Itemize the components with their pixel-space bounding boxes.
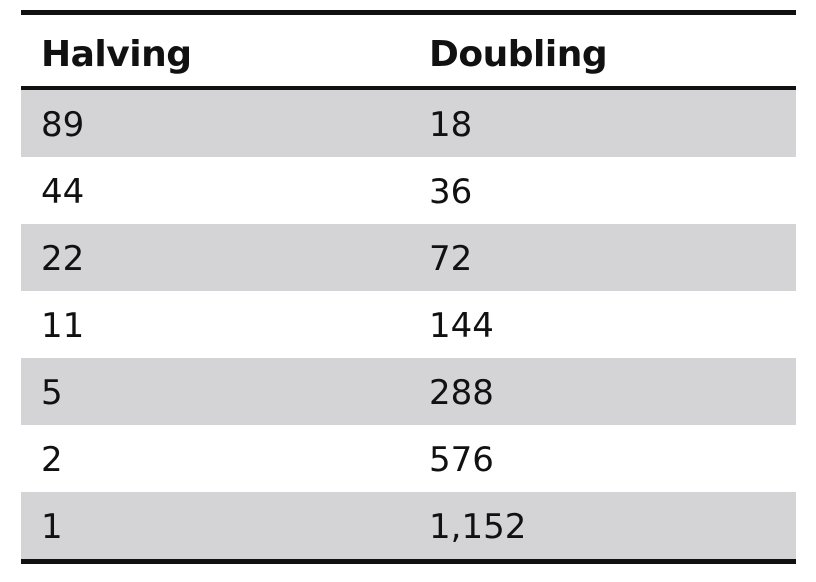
doubling-cell: 576 [429, 440, 494, 480]
halving-doubling-table: Halving Doubling 89 18 44 36 22 72 11 14… [21, 10, 796, 564]
table-row: 44 36 [21, 157, 796, 224]
doubling-cell: 1,152 [429, 507, 527, 547]
halving-cell: 5 [41, 373, 63, 413]
table-header-row: Halving Doubling [21, 15, 796, 86]
table-header-rule [21, 86, 796, 90]
table-row: 1 1,152 [21, 492, 796, 559]
table-bottom-rule [21, 559, 796, 564]
header-doubling: Doubling [429, 34, 608, 75]
halving-cell: 2 [41, 440, 63, 480]
doubling-cell: 18 [429, 105, 473, 145]
doubling-cell: 144 [429, 306, 494, 346]
halving-cell: 11 [41, 306, 85, 346]
doubling-cell: 36 [429, 172, 473, 212]
halving-cell: 1 [41, 507, 63, 547]
header-halving: Halving [41, 34, 192, 75]
table-row: 89 18 [21, 90, 796, 157]
halving-cell: 44 [41, 172, 85, 212]
table-row: 22 72 [21, 224, 796, 291]
doubling-cell: 72 [429, 239, 473, 279]
doubling-cell: 288 [429, 373, 494, 413]
table-top-rule [21, 10, 796, 15]
table-row: 11 144 [21, 291, 796, 358]
table-row: 5 288 [21, 358, 796, 425]
table-row: 2 576 [21, 425, 796, 492]
halving-cell: 22 [41, 239, 85, 279]
halving-cell: 89 [41, 105, 85, 145]
